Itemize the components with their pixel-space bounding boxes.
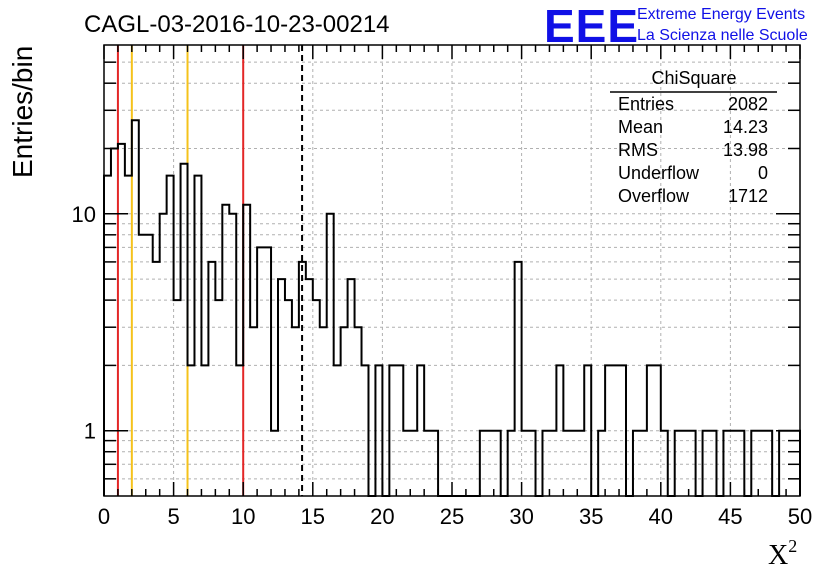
y-tick-label: 1 [84, 419, 96, 444]
logo-line-2: La Scienza nelle Scuole [637, 27, 808, 44]
x-tick-label: 0 [98, 504, 110, 529]
x-tick-label: 5 [167, 504, 179, 529]
y-axis-label: Entries/bin [7, 46, 38, 178]
logo-mark: EEE [544, 0, 639, 52]
stats-box: ChiSquare Entries 2082 Mean 14.23 RMS 13.98 Un… [610, 68, 777, 206]
logo-line-1: Extreme Energy Events [637, 6, 805, 23]
stats-label: Entries [618, 94, 674, 114]
stats-label: RMS [618, 140, 658, 160]
x-tick-label: 20 [370, 504, 394, 529]
x-axis-label-base: X [768, 540, 788, 571]
x-tick-label: 30 [509, 504, 533, 529]
stats-title: ChiSquare [651, 68, 736, 88]
x-axis-label: X2 [768, 536, 797, 571]
x-tick-label: 45 [718, 504, 742, 529]
x-tick-label: 50 [788, 504, 812, 529]
chart-title: CAGL-03-2016-10-23-00214 [84, 11, 390, 38]
x-tick-label: 35 [579, 504, 603, 529]
x-tick-label: 10 [231, 504, 255, 529]
stats-value: 0 [758, 163, 768, 183]
marker-lines [116, 45, 304, 496]
stats-label: Mean [618, 117, 663, 137]
plot-frame [103, 44, 801, 497]
grid [104, 45, 800, 496]
stats-value: 13.98 [723, 140, 768, 160]
stats-value: 1712 [728, 186, 768, 206]
stats-label: Overflow [618, 186, 690, 206]
x-tick-label: 25 [440, 504, 464, 529]
stats-value: 14.23 [723, 117, 768, 137]
stats-label: Underflow [618, 163, 700, 183]
stats-value: 2082 [728, 94, 768, 114]
x-tick-label: 15 [301, 504, 325, 529]
tick-labels: 0 5 10 15 20 25 30 35 40 45 50 1 10 [72, 202, 813, 529]
x-tick-label: 40 [649, 504, 673, 529]
eee-logo: EEE Extreme Energy Events La Scienza nel… [544, 0, 808, 52]
y-tick-label: 10 [72, 202, 96, 227]
x-axis-label-superscript: 2 [788, 536, 797, 556]
